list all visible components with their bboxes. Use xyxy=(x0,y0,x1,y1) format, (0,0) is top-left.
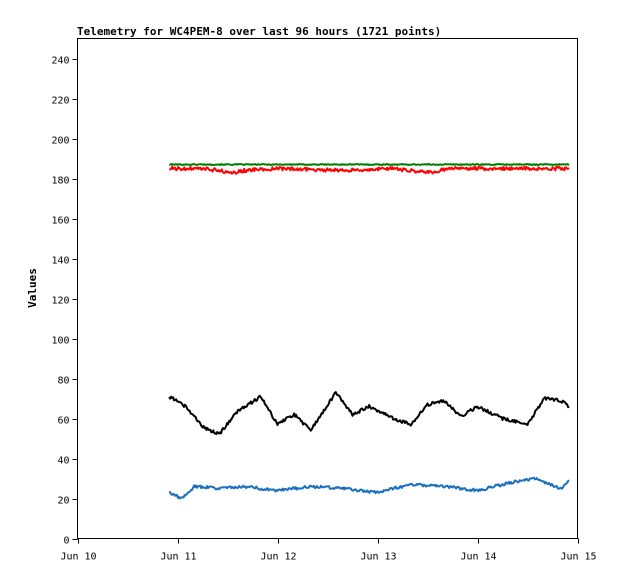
y-tick-label: 220 xyxy=(51,96,69,107)
y-axis-title: Values xyxy=(26,268,39,308)
x-tick-label: Jun 13 xyxy=(360,552,396,563)
y-tick-label: 160 xyxy=(51,216,69,227)
y-tick-label: 140 xyxy=(51,256,69,267)
y-tick-label: 100 xyxy=(51,336,69,347)
y-tick-label: 200 xyxy=(51,136,69,147)
y-axis: 0 20 40 60 80 100 120 140 160 180 200 220 240 xyxy=(51,56,78,547)
series-layer xyxy=(168,163,570,500)
y-tick-label: 180 xyxy=(51,176,69,187)
x-tick-label: Jun 15 xyxy=(560,552,596,563)
y-tick-label: 240 xyxy=(51,56,69,67)
y-tick-label: 120 xyxy=(51,296,69,307)
y-tick-label: 20 xyxy=(57,496,69,507)
x-axis: Jun 10 Jun 11 Jun 12 Jun 13 Jun 14 Jun 15 xyxy=(60,538,597,563)
y-tick-label: 60 xyxy=(57,416,69,427)
y-tick-label: 80 xyxy=(57,376,69,387)
x-tick-label: Jun 11 xyxy=(160,552,196,563)
x-tick-label: Jun 14 xyxy=(460,552,496,563)
series-line xyxy=(168,476,570,500)
series-line xyxy=(168,391,570,436)
x-tick-label: Jun 10 xyxy=(60,552,96,563)
plot-frame xyxy=(77,38,578,539)
y-tick-label: 0 xyxy=(63,536,69,547)
x-tick-label: Jun 12 xyxy=(260,552,296,563)
series-line xyxy=(169,163,570,166)
series-line xyxy=(169,165,570,175)
y-tick-label: 40 xyxy=(57,456,69,467)
chart-title: Telemetry for WC4PEM-8 over last 96 hour… xyxy=(77,25,441,38)
